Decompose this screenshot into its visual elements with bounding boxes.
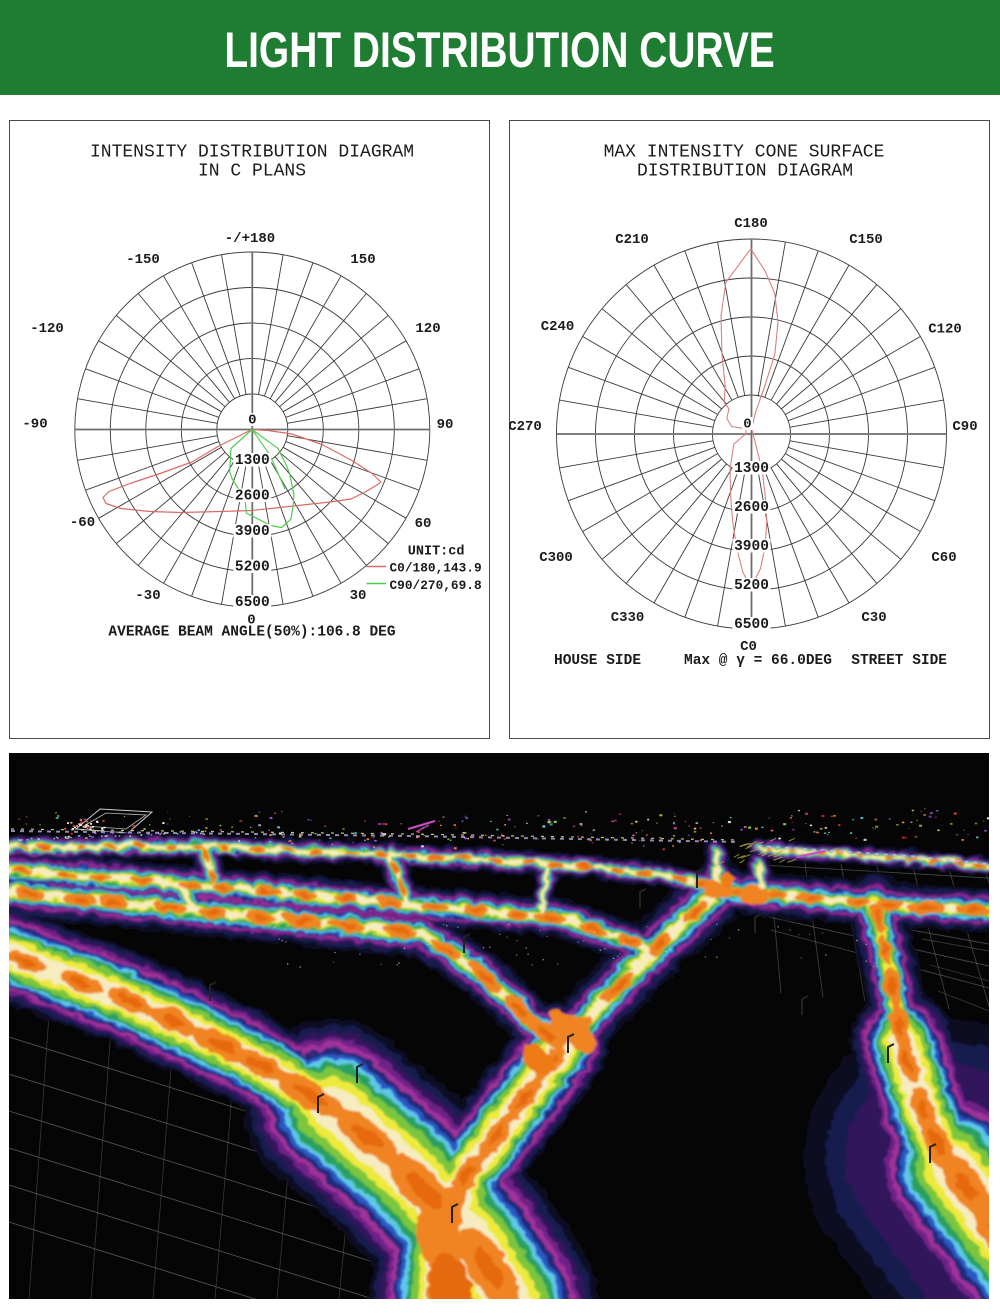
svg-text:C90/270,69.8: C90/270,69.8 [390, 578, 482, 593]
svg-text:2600: 2600 [734, 500, 769, 516]
svg-text:-150: -150 [126, 252, 160, 268]
svg-text:C180: C180 [734, 216, 768, 232]
svg-text:-90: -90 [22, 417, 47, 433]
svg-text:MAX INTENSITY CONE SURFACE: MAX INTENSITY CONE SURFACE [604, 143, 885, 163]
svg-text:3900: 3900 [734, 539, 769, 555]
svg-text:5200: 5200 [235, 560, 270, 576]
svg-text:120: 120 [415, 321, 440, 337]
svg-text:90: 90 [437, 417, 454, 433]
svg-text:1300: 1300 [734, 461, 769, 477]
svg-text:-30: -30 [135, 588, 160, 604]
svg-text:C90: C90 [952, 419, 977, 435]
svg-text:C210: C210 [615, 232, 649, 248]
svg-text:IN C PLANS: IN C PLANS [198, 162, 306, 182]
svg-text:C120: C120 [928, 322, 962, 338]
svg-text:Max @ γ = 66.0DEG: Max @ γ = 66.0DEG [684, 653, 832, 669]
svg-text:C0: C0 [740, 639, 757, 655]
svg-text:AVERAGE BEAM ANGLE(50%):106.8: AVERAGE BEAM ANGLE(50%):106.8 DEG [108, 625, 395, 641]
svg-text:HOUSE SIDE: HOUSE SIDE [554, 653, 641, 669]
svg-text:STREET SIDE: STREET SIDE [851, 653, 947, 669]
svg-text:INTENSITY DISTRIBUTION DIAGRAM: INTENSITY DISTRIBUTION DIAGRAM [90, 143, 414, 163]
svg-text:C300: C300 [539, 550, 573, 566]
svg-text:C0/180,143.9: C0/180,143.9 [390, 561, 482, 576]
svg-text:C30: C30 [861, 610, 886, 626]
svg-text:-120: -120 [30, 321, 64, 337]
svg-text:2600: 2600 [235, 489, 270, 505]
svg-text:150: 150 [350, 252, 375, 268]
svg-text:5200: 5200 [734, 578, 769, 594]
svg-text:C240: C240 [541, 319, 575, 335]
svg-text:DISTRIBUTION DIAGRAM: DISTRIBUTION DIAGRAM [637, 162, 853, 182]
svg-text:6500: 6500 [235, 595, 270, 611]
svg-text:60: 60 [415, 516, 432, 532]
svg-text:C270: C270 [509, 419, 542, 435]
svg-text:6500: 6500 [734, 617, 769, 633]
svg-text:UNIT:cd: UNIT:cd [408, 545, 465, 560]
svg-text:C60: C60 [931, 550, 956, 566]
svg-text:C330: C330 [611, 610, 645, 626]
svg-text:1300: 1300 [235, 453, 270, 469]
svg-text:3900: 3900 [235, 524, 270, 540]
svg-text:C150: C150 [849, 232, 883, 248]
svg-text:-60: -60 [70, 515, 95, 531]
svg-text:0: 0 [247, 613, 255, 629]
svg-text:0: 0 [248, 413, 256, 429]
svg-text:-/+180: -/+180 [225, 231, 275, 247]
svg-text:0: 0 [743, 417, 751, 433]
svg-text:30: 30 [350, 588, 367, 604]
